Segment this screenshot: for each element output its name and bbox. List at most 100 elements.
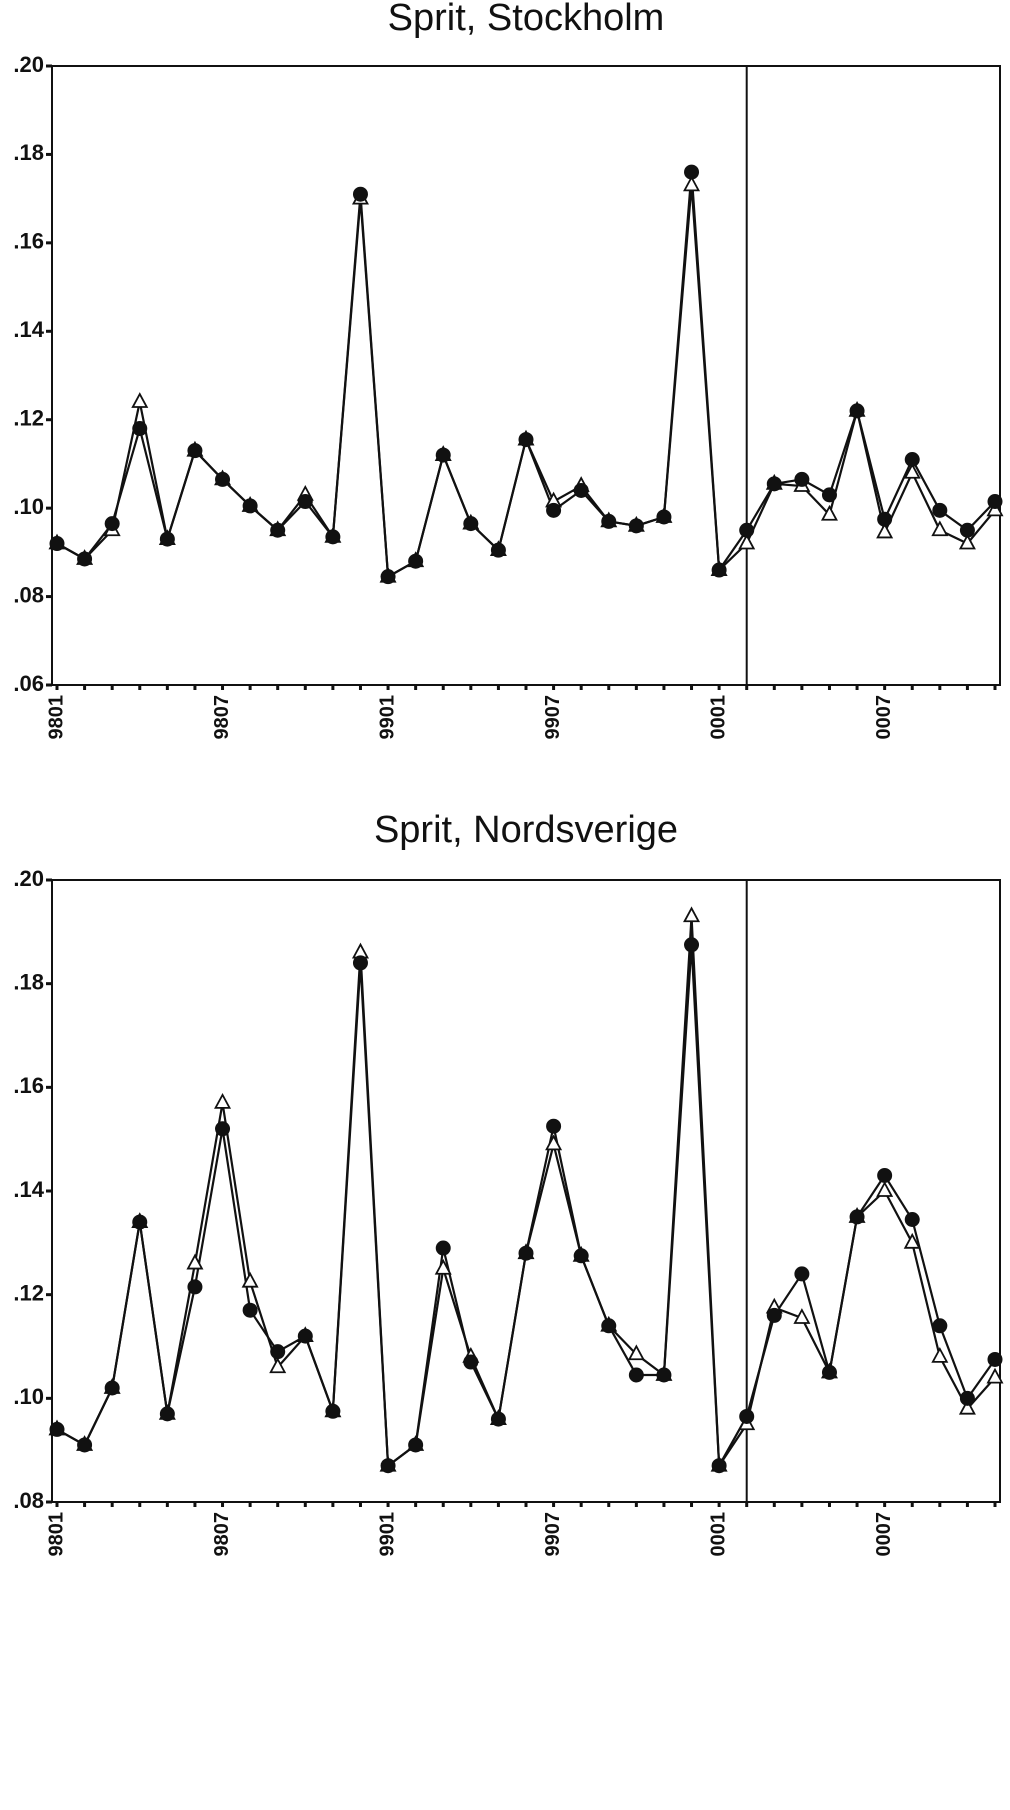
y-tick-label: .20 — [13, 866, 44, 891]
y-tick-label: .14 — [13, 1177, 44, 1202]
point-circle — [518, 432, 534, 448]
point-circle — [132, 421, 148, 437]
plot-frame — [51, 879, 1001, 1503]
point-circle — [684, 937, 700, 953]
point-circle — [794, 1266, 810, 1282]
y-tick-label: .08 — [13, 582, 44, 607]
point-circle — [408, 1437, 424, 1453]
point-circle — [297, 494, 313, 510]
point-circle — [270, 522, 286, 538]
point-triangle — [627, 1344, 645, 1361]
point-triangle — [820, 504, 838, 521]
point-circle — [215, 471, 231, 487]
point-circle — [987, 494, 1003, 510]
point-circle — [932, 1318, 948, 1334]
point-circle — [904, 1212, 920, 1228]
point-circle — [297, 1328, 313, 1344]
point-circle — [877, 1167, 893, 1183]
point-triangle — [931, 1346, 949, 1363]
point-triangle — [903, 462, 921, 479]
x-tick-label: 9801 — [45, 695, 67, 740]
point-triangle — [683, 175, 701, 192]
point-circle — [380, 569, 396, 585]
point-circle — [573, 482, 589, 498]
x-tick-label: 0007 — [873, 1512, 895, 1557]
x-tick-label: 9901 — [376, 1512, 398, 1557]
y-tick-label: .20 — [13, 52, 44, 77]
point-triangle — [683, 906, 701, 923]
point-circle — [463, 516, 479, 532]
point-circle — [49, 536, 65, 552]
point-triangle — [931, 520, 949, 537]
point-circle — [573, 1248, 589, 1264]
point-triangle — [738, 533, 756, 550]
point-triangle — [131, 392, 149, 408]
point-circle — [77, 551, 93, 567]
point-circle — [546, 502, 562, 518]
point-circle — [904, 452, 920, 468]
point-circle — [628, 1367, 644, 1383]
y-tick-label: .10 — [13, 1384, 44, 1409]
y-tick-label: .10 — [13, 494, 44, 519]
point-triangle — [793, 1308, 811, 1324]
point-circle — [325, 529, 341, 545]
point-circle — [380, 1458, 396, 1474]
point-circle — [932, 502, 948, 518]
point-circle — [490, 1411, 506, 1427]
point-triangle — [269, 1357, 287, 1374]
point-circle — [325, 1403, 341, 1419]
point-circle — [628, 518, 644, 534]
point-triangle — [876, 1181, 894, 1197]
x-tick-label: 9807 — [211, 695, 233, 740]
point-circle — [435, 447, 451, 463]
point-circle — [159, 1406, 175, 1422]
point-triangle — [186, 1253, 204, 1270]
point-circle — [711, 1458, 727, 1474]
point-circle — [104, 1380, 120, 1396]
point-circle — [711, 562, 727, 578]
point-circle — [684, 164, 700, 180]
x-tick-label: 9807 — [211, 1512, 233, 1557]
point-circle — [794, 471, 810, 487]
chart-title: Sprit, Stockholm — [388, 0, 665, 39]
point-circle — [352, 186, 368, 202]
point-circle — [656, 509, 672, 525]
point-circle — [656, 1367, 672, 1383]
point-triangle — [958, 1398, 976, 1415]
point-circle — [187, 1279, 203, 1295]
point-circle — [49, 1421, 65, 1437]
point-circle — [959, 522, 975, 538]
series-line — [56, 944, 996, 1470]
point-circle — [877, 511, 893, 527]
y-tick-label: .14 — [13, 317, 44, 342]
point-circle — [242, 1302, 258, 1318]
point-circle — [987, 1351, 1003, 1367]
chart-title: Sprit, Nordsverige — [374, 809, 678, 851]
plot-frame — [51, 65, 1001, 686]
x-tick-label: 0001 — [707, 1512, 729, 1557]
point-circle — [242, 498, 258, 514]
point-circle — [352, 955, 368, 971]
point-circle — [821, 487, 837, 503]
point-circle — [159, 531, 175, 547]
point-circle — [546, 1118, 562, 1134]
series-line — [56, 916, 996, 1470]
point-circle — [77, 1437, 93, 1453]
point-circle — [766, 1307, 782, 1323]
x-tick-label: 0007 — [873, 695, 895, 740]
point-triangle — [241, 1271, 259, 1288]
x-tick-label: 9901 — [376, 695, 398, 740]
point-circle — [270, 1344, 286, 1360]
point-circle — [408, 553, 424, 569]
y-tick-label: .16 — [13, 1073, 44, 1098]
y-tick-label: .08 — [13, 1488, 44, 1513]
series-line — [56, 172, 996, 579]
x-tick-label: 9907 — [542, 695, 564, 740]
point-circle — [766, 476, 782, 492]
point-circle — [104, 516, 120, 532]
y-tick-label: .18 — [13, 969, 44, 994]
point-circle — [187, 443, 203, 459]
point-circle — [821, 1364, 837, 1380]
point-triangle — [545, 1134, 563, 1151]
